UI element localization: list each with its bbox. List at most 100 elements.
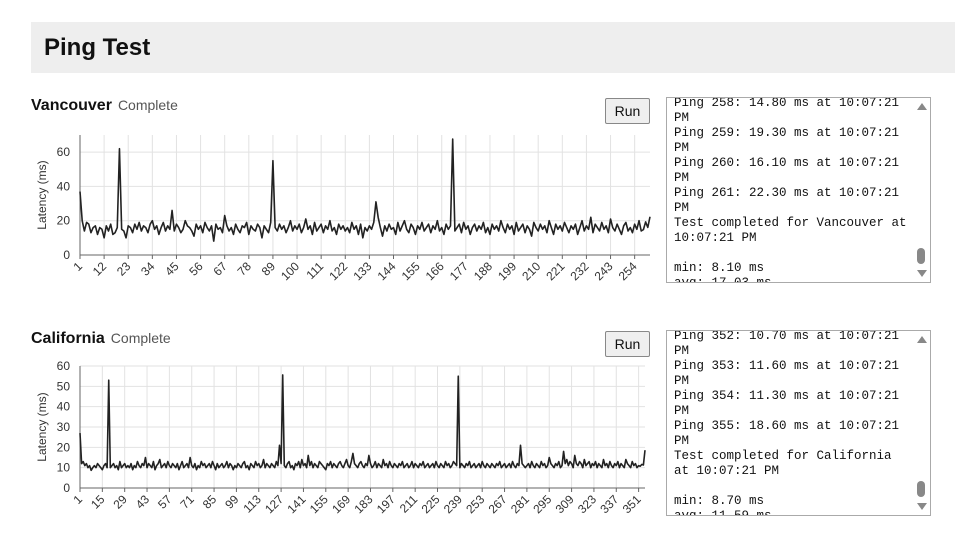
y-tick-label: 20 <box>57 440 71 454</box>
x-tick-label: 337 <box>597 492 621 516</box>
x-tick-label: 177 <box>447 259 471 283</box>
x-tick-label: 133 <box>350 259 374 283</box>
y-tick-label: 60 <box>57 359 71 373</box>
x-tick-label: 254 <box>616 259 640 283</box>
x-tick-label: 113 <box>240 492 264 516</box>
stat-line: min: 8.70 ms <box>674 494 765 508</box>
scroll-thumb <box>917 481 925 497</box>
header: Ping Test <box>31 22 955 73</box>
panel-name-text: California <box>31 330 105 347</box>
x-tick-label: 166 <box>423 259 447 283</box>
log-line: Ping 260: 16.10 ms at 10:07:21 PM <box>674 156 907 185</box>
y-axis-label: Latency (ms) <box>35 392 49 461</box>
x-tick-label: 281 <box>508 492 532 516</box>
x-tick-label: 15 <box>88 492 108 512</box>
log-box: Ping 352: 10.70 ms at 10:07:21 PM Ping 35… <box>666 330 931 516</box>
panel-name-text: Vancouver <box>31 97 112 114</box>
x-tick-label: 56 <box>186 259 206 279</box>
y-tick-label: 60 <box>57 145 71 159</box>
x-tick-label: 267 <box>486 492 510 516</box>
run-button[interactable]: Run <box>605 331 650 357</box>
y-tick-label: 0 <box>63 248 70 262</box>
y-tick-label: 50 <box>57 379 71 393</box>
x-tick-label: 295 <box>530 492 554 516</box>
x-tick-label: 85 <box>200 492 220 512</box>
x-tick-label: 253 <box>463 492 487 516</box>
log-line: Ping 354: 11.30 ms at 10:07:21 PM <box>674 389 907 418</box>
panel-name: Vancouver Complete <box>31 97 178 115</box>
scroll-down <box>917 503 927 510</box>
x-tick-label: 1 <box>70 259 85 274</box>
log-box: Ping 258: 14.80 ms at 10:07:21 PM Ping 25… <box>666 97 931 283</box>
x-tick-label: 183 <box>352 492 376 516</box>
latency-line <box>79 138 651 242</box>
y-tick-label: 30 <box>57 420 71 434</box>
log-line: Test completed for California at 10:07:2… <box>674 449 900 478</box>
y-tick-label: 20 <box>57 214 71 228</box>
scroll-thumb <box>917 248 925 264</box>
scroll-up <box>917 336 927 343</box>
stat-line: avg: 11.59 ms <box>674 509 772 516</box>
x-tick-label: 309 <box>553 492 577 516</box>
x-tick-label: 323 <box>575 492 599 516</box>
panel-status: Complete <box>117 97 178 113</box>
x-tick-label: 1 <box>70 492 85 507</box>
x-tick-label: 155 <box>399 259 423 283</box>
log-line: Ping 353: 11.60 ms at 10:07:21 PM <box>674 359 907 388</box>
x-tick-label: 100 <box>278 259 302 283</box>
scrollbar <box>913 331 930 515</box>
x-tick-label: 155 <box>307 492 331 516</box>
x-tick-label: 122 <box>326 259 350 283</box>
x-tick-label: 239 <box>441 492 465 516</box>
x-tick-label: 199 <box>495 259 519 283</box>
x-tick-label: 57 <box>155 492 175 512</box>
x-tick-label: 351 <box>620 492 644 516</box>
log-line: Ping 258: 14.80 ms at 10:07:21 PM <box>674 97 907 125</box>
y-tick-label: 0 <box>63 481 70 495</box>
panel-name: California Complete <box>31 330 171 348</box>
x-tick-label: 23 <box>114 259 134 279</box>
log-text: Ping 258: 14.80 ms at 10:07:21 PM Ping 25… <box>674 97 915 283</box>
x-tick-label: 221 <box>543 259 567 283</box>
y-tick-label: 10 <box>57 461 71 475</box>
x-tick-label: 232 <box>567 259 591 283</box>
x-tick-label: 144 <box>375 259 399 283</box>
x-tick-label: 12 <box>90 259 110 279</box>
log-line: Test completed for Vancouver at 10:07:21… <box>674 216 915 245</box>
x-tick-label: 188 <box>471 259 495 283</box>
log-line: Ping 355: 18.60 ms at 10:07:21 PM <box>674 419 907 448</box>
log-text: Ping 352: 10.70 ms at 10:07:21 PM Ping 35… <box>674 330 910 516</box>
x-tick-label: 99 <box>222 492 242 512</box>
x-tick-label: 169 <box>329 492 353 516</box>
y-tick-label: 40 <box>57 400 71 414</box>
x-tick-label: 111 <box>303 259 326 282</box>
x-tick-label: 211 <box>397 492 421 516</box>
log-line: Ping 259: 19.30 ms at 10:07:21 PM <box>674 126 907 155</box>
x-tick-label: 45 <box>162 259 182 279</box>
x-tick-label: 29 <box>110 492 130 512</box>
y-axis-label: Latency (ms) <box>35 160 49 229</box>
stat-line: min: 8.10 ms <box>674 261 765 275</box>
x-tick-label: 210 <box>519 259 543 283</box>
scrollbar <box>913 98 930 282</box>
x-tick-label: 141 <box>285 492 309 516</box>
run-button[interactable]: Run <box>605 98 650 124</box>
x-tick-label: 78 <box>235 259 255 279</box>
scroll-up <box>917 103 927 110</box>
panel-status: Complete <box>110 330 171 346</box>
x-tick-label: 43 <box>133 492 153 512</box>
x-tick-label: 34 <box>138 259 158 279</box>
latency-line <box>79 374 646 472</box>
x-tick-label: 71 <box>177 492 197 512</box>
x-tick-label: 127 <box>262 492 286 516</box>
x-tick-label: 243 <box>592 259 616 283</box>
log-line: Ping 352: 10.70 ms at 10:07:21 PM <box>674 330 907 358</box>
x-tick-label: 89 <box>259 259 279 279</box>
page-title: Ping Test <box>44 34 151 61</box>
stat-line: avg: 17.03 ms <box>674 276 772 283</box>
x-tick-label: 67 <box>210 259 230 279</box>
